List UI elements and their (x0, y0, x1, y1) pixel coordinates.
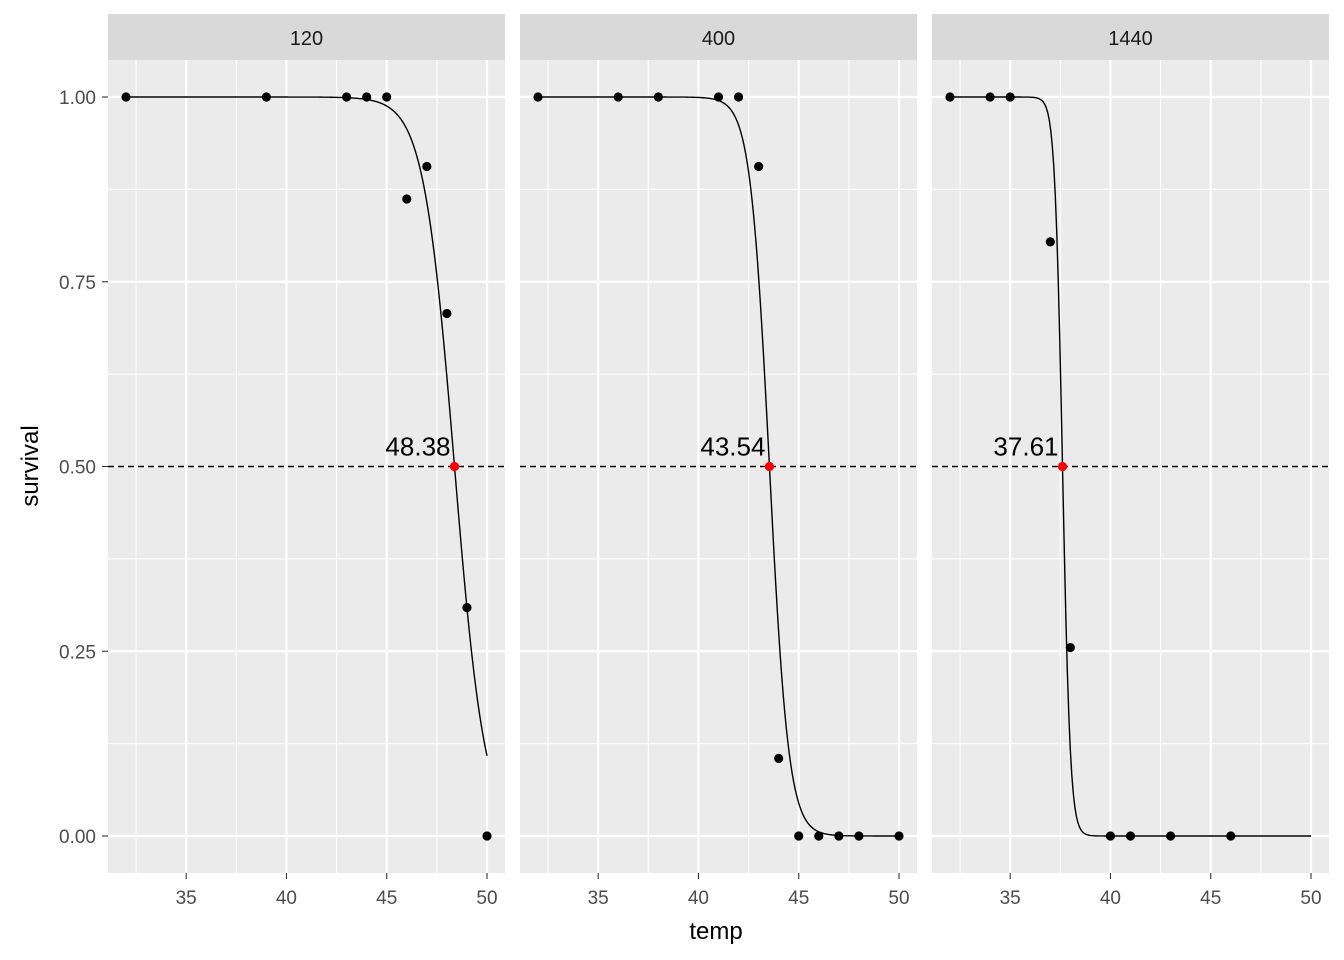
y-tick-label: 0.00 (59, 827, 96, 848)
x-tick-label: 40 (688, 888, 709, 909)
data-point (382, 92, 392, 102)
data-point (1125, 831, 1136, 841)
facet-panel-120: 120 35 40 45 50 48.38 (108, 14, 505, 909)
data-point (834, 831, 844, 841)
data-point (261, 92, 271, 102)
data-point (754, 161, 764, 172)
data-point (121, 92, 131, 102)
data-point (342, 92, 352, 102)
x-tick-label: 50 (476, 888, 497, 909)
data-point (442, 308, 452, 319)
data-point (1045, 237, 1055, 247)
data-point (653, 92, 663, 102)
facet-strip-label: 400 (702, 28, 735, 50)
x-tick-label: 50 (888, 888, 909, 909)
facet-strip (932, 14, 1329, 60)
ld50-label: 37.61 (993, 432, 1058, 462)
x-tick-label: 45 (1200, 888, 1221, 909)
x-tick-label: 45 (376, 888, 397, 909)
x-axis-title: temp (689, 918, 742, 945)
data-point (1065, 642, 1075, 653)
x-tick-label: 35 (588, 888, 609, 909)
y-axis-title: survival (17, 425, 44, 506)
y-axis: 0.00 0.25 0.50 0.75 1.00 (59, 88, 108, 848)
y-tick-label: 0.75 (59, 273, 96, 294)
data-point (733, 92, 744, 102)
data-point (533, 92, 543, 102)
fitted-curve (126, 96, 488, 756)
data-point (422, 161, 432, 172)
x-tick-label: 40 (276, 888, 297, 909)
data-point (814, 831, 824, 841)
data-point (945, 92, 955, 102)
ld50-label: 43.54 (700, 432, 765, 462)
y-tick-label: 0.25 (59, 642, 96, 663)
data-point (613, 92, 623, 102)
y-tick-label: 1.00 (59, 88, 96, 109)
data-point (1166, 831, 1176, 841)
data-point (774, 753, 784, 764)
ld50-point (1057, 461, 1068, 472)
facet-panel-1440: 1440 35 40 45 50 37.61 (932, 14, 1329, 909)
x-tick-label: 35 (176, 888, 197, 909)
x-tick-label: 45 (788, 888, 809, 909)
facet-panel-400: 400 35 40 45 50 43.54 (520, 14, 917, 909)
data-point (482, 831, 492, 841)
data-point (402, 194, 412, 204)
data-point (985, 92, 995, 102)
x-tick-label: 50 (1300, 888, 1321, 909)
x-tick-label: 35 (1000, 888, 1021, 909)
data-point (854, 831, 864, 841)
facet-strip-label: 1440 (1108, 28, 1153, 50)
y-tick-label: 0.50 (59, 458, 96, 479)
data-point (362, 92, 372, 102)
ld50-point (764, 461, 775, 472)
ld50-point (449, 461, 460, 472)
data-point (1226, 831, 1236, 841)
ld50-label: 48.38 (385, 432, 450, 462)
data-point (1005, 92, 1015, 102)
data-point (894, 831, 904, 841)
data-point (713, 92, 724, 102)
data-point (1105, 831, 1116, 841)
data-point (794, 831, 804, 841)
data-point (462, 603, 472, 613)
x-tick-label: 40 (1100, 888, 1121, 909)
facet-strip-label: 120 (290, 28, 323, 50)
facet-strip (520, 14, 917, 60)
facet-strip (108, 14, 505, 60)
